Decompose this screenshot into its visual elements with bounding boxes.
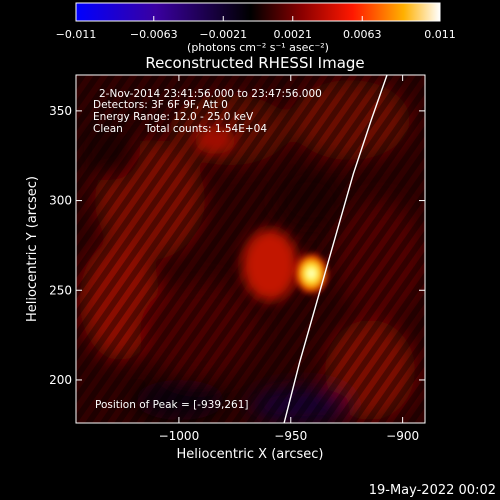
y-axis-ticks: 200 250 300 350	[49, 104, 425, 387]
colorbar-tick-label: 0.0021	[273, 28, 312, 41]
chart-title: Reconstructed RHESSI Image	[145, 54, 364, 72]
heatmap-image	[76, 75, 425, 423]
colorbar: −0.011 −0.0063 −0.0021 0.0021 0.0063 0.011 (p…	[56, 2, 456, 54]
colorbar-tick-label: 0.011	[424, 28, 456, 41]
x-tick-label: −1000	[159, 429, 200, 443]
x-axis-label: Heliocentric X (arcsec)	[177, 447, 324, 462]
footer-timestamp: 19-May-2022 00:02	[369, 483, 496, 498]
solar-limb-curve	[283, 75, 388, 423]
x-axis-ticks: −1000 −950 −900	[159, 75, 419, 443]
colorbar-label: (photons cm⁻² s⁻¹ asec⁻²)	[187, 41, 329, 54]
colorbar-tick-label: −0.0063	[130, 28, 178, 41]
annotation-total-counts: Total counts: 1.54E+04	[144, 123, 267, 135]
annotation-detectors: Detectors: 3F 6F 9F, Att 0	[93, 99, 228, 111]
annotation-time-range: 2-Nov-2014 23:41:56.000 to 23:47:56.000	[99, 88, 322, 100]
colorbar-ticks: −0.011 −0.0063 −0.0021 0.0021 0.0063 0.011	[56, 16, 456, 41]
x-tick-label: −950	[274, 429, 307, 443]
peak-source	[293, 251, 330, 296]
colorbar-tick-label: −0.011	[56, 28, 97, 41]
y-tick-label: 300	[49, 194, 72, 208]
colorbar-tick-label: 0.0063	[343, 28, 382, 41]
peak-position-label: Position of Peak = [-939,261]	[95, 399, 249, 411]
colorbar-gradient	[75, 2, 441, 22]
plot-frame	[75, 74, 426, 424]
y-tick-label: 350	[49, 104, 72, 118]
x-tick-label: −900	[386, 429, 419, 443]
annotation-energy-range: Energy Range: 12.0 - 25.0 keV	[93, 111, 254, 123]
y-axis-label: Heliocentric Y (arcsec)	[25, 176, 40, 322]
y-tick-label: 250	[49, 283, 72, 297]
y-tick-label: 200	[49, 373, 72, 387]
colorbar-tick-label: −0.0021	[199, 28, 247, 41]
annotation-method: Clean	[93, 123, 123, 135]
annotation-block: 2-Nov-2014 23:41:56.000 to 23:47:56.000 …	[93, 88, 322, 135]
